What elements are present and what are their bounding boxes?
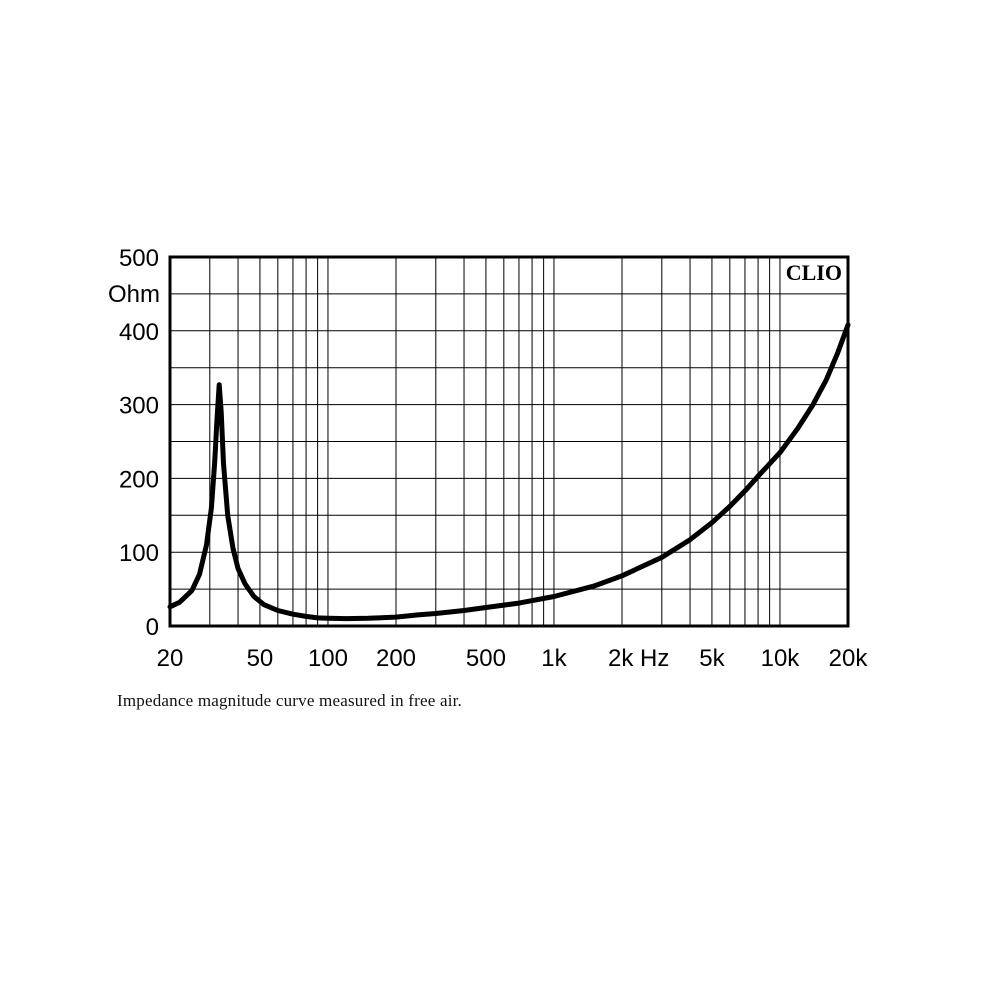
chart-caption: Impedance magnitude curve measured in fr… — [117, 691, 462, 710]
curve-layer — [167, 322, 851, 622]
grid-lines — [170, 257, 848, 626]
y-tick-label: 200 — [119, 466, 159, 493]
y-tick-label: 0 — [146, 614, 159, 641]
y-unit-label: Ohm — [108, 281, 160, 308]
x-tick-label: 500 — [466, 645, 506, 672]
x-tick-label: 5k — [699, 645, 725, 672]
x-tick-label: 200 — [376, 645, 416, 672]
x-tick-label: 100 — [308, 645, 348, 672]
clio-brand-label: CLIO — [786, 260, 842, 285]
x-tick-label: 2k Hz — [608, 645, 669, 672]
tick-labels: 20 50 100 200 500 1k 2k Hz 5k 10k 20k 0 100 200 300 40… — [119, 245, 868, 672]
y-tick-label: 400 — [119, 319, 159, 346]
y-tick-label: 100 — [119, 540, 159, 567]
plot-frame — [168, 255, 850, 628]
impedance-curve — [167, 322, 851, 622]
x-tick-label: 20 — [157, 645, 184, 672]
x-tick-label: 10k — [761, 645, 801, 672]
x-tick-label: 1k — [541, 645, 567, 672]
x-tick-label: 20k — [829, 645, 869, 672]
y-tick-label: 300 — [119, 393, 159, 420]
x-tick-label: 50 — [247, 645, 274, 672]
y-tick-label: 500 — [119, 245, 159, 272]
